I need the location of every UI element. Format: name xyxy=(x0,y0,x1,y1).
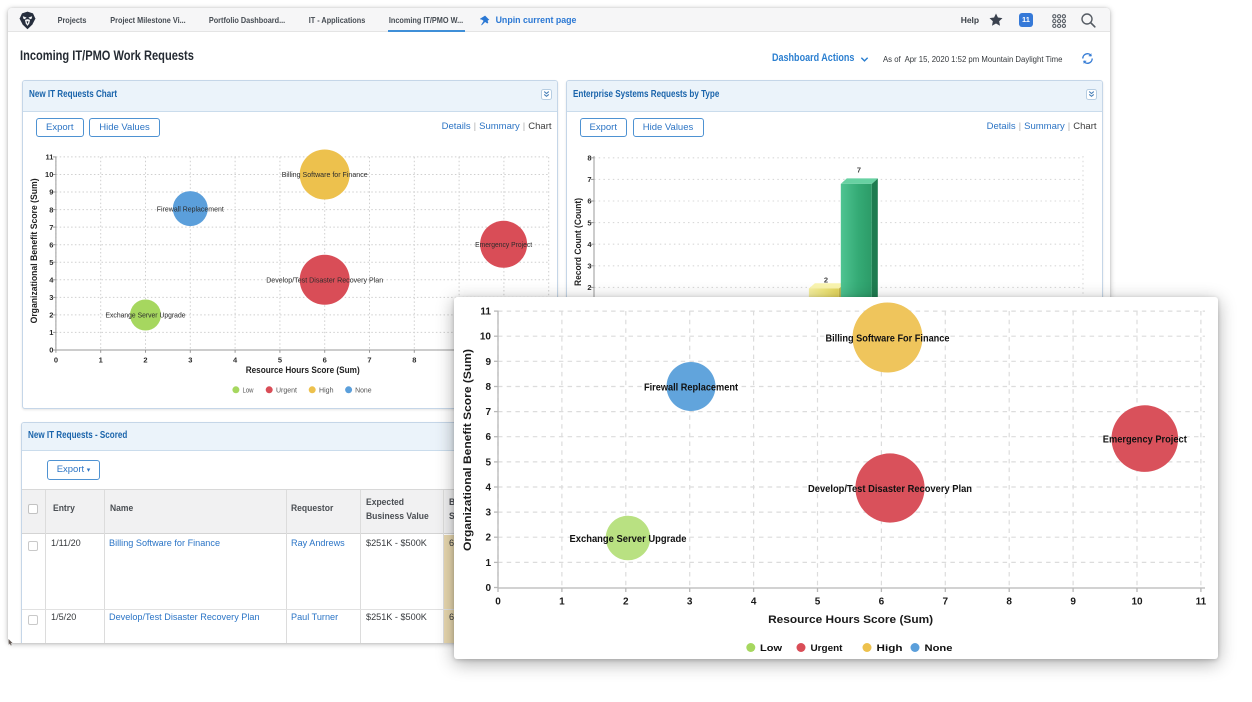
svg-text:Billing Software For Finance: Billing Software For Finance xyxy=(826,332,950,344)
svg-text:Urgent: Urgent xyxy=(811,643,844,654)
svg-text:3: 3 xyxy=(687,597,693,608)
svg-text:10: 10 xyxy=(480,332,492,343)
svg-text:1: 1 xyxy=(485,558,491,569)
svg-text:5: 5 xyxy=(485,457,491,468)
svg-text:4: 4 xyxy=(485,483,491,494)
svg-text:11: 11 xyxy=(1196,597,1207,608)
svg-text:6: 6 xyxy=(485,432,491,443)
svg-text:9: 9 xyxy=(485,357,491,368)
svg-text:7: 7 xyxy=(485,407,491,418)
svg-text:7: 7 xyxy=(943,597,949,608)
svg-text:5: 5 xyxy=(815,597,821,608)
svg-text:2: 2 xyxy=(485,533,491,544)
svg-text:6: 6 xyxy=(879,597,885,608)
svg-text:10: 10 xyxy=(1131,597,1143,608)
svg-text:Exchange Server Upgrade: Exchange Server Upgrade xyxy=(570,533,687,545)
svg-text:High: High xyxy=(877,643,903,654)
svg-text:Low: Low xyxy=(760,643,783,654)
svg-text:2: 2 xyxy=(623,597,629,608)
svg-text:0: 0 xyxy=(485,583,491,594)
svg-text:Emergency Project: Emergency Project xyxy=(1103,433,1187,445)
svg-text:4: 4 xyxy=(751,597,757,608)
svg-text:11: 11 xyxy=(480,307,491,318)
svg-text:9: 9 xyxy=(1070,597,1076,608)
svg-text:3: 3 xyxy=(485,508,491,519)
svg-text:Organizational Benefit Score (: Organizational Benefit Score (Sum) xyxy=(462,349,474,551)
svg-text:1: 1 xyxy=(559,597,565,608)
svg-text:Resource Hours Score (Sum): Resource Hours Score (Sum) xyxy=(768,614,933,626)
svg-text:Develop/Test Disaster Recovery: Develop/Test Disaster Recovery Plan xyxy=(808,483,972,495)
svg-text:Firewall Replacement: Firewall Replacement xyxy=(644,381,738,393)
svg-text:8: 8 xyxy=(1006,597,1012,608)
svg-text:None: None xyxy=(925,643,953,654)
svg-text:0: 0 xyxy=(495,597,501,608)
svg-text:8: 8 xyxy=(485,382,491,393)
